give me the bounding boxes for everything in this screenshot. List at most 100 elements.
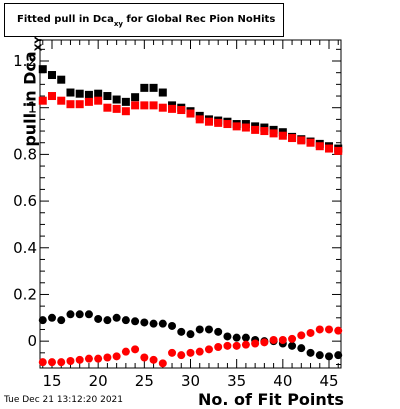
data-point-circle — [75, 355, 84, 364]
data-point-circle — [214, 327, 223, 336]
data-point-square — [177, 106, 186, 115]
x-tick-label: 20 — [89, 372, 108, 390]
chart-title-suffix: for Global Rec Pion NoHits — [122, 14, 276, 25]
data-point-circle — [75, 310, 84, 319]
data-point-square — [94, 89, 103, 98]
data-point-circle — [149, 355, 158, 364]
data-point-circle — [288, 334, 297, 343]
data-point-circle — [334, 326, 343, 335]
data-point-square — [324, 144, 333, 153]
data-point-square — [121, 97, 130, 106]
data-point-circle — [315, 351, 324, 360]
data-point-square — [334, 146, 343, 155]
y-axis-label-main: pull in Dca — [20, 51, 40, 147]
data-point-circle — [140, 353, 149, 362]
data-point-circle — [48, 358, 57, 367]
data-marks — [38, 65, 343, 368]
y-tick-label: 0.6 — [13, 192, 37, 210]
data-point-square — [112, 95, 121, 104]
chart-title-subscript: xy — [113, 20, 123, 28]
data-point-circle — [324, 325, 333, 334]
data-point-square — [251, 125, 260, 134]
data-point-circle — [204, 345, 213, 354]
data-point-circle — [269, 335, 278, 344]
data-point-circle — [131, 317, 140, 326]
data-point-circle — [158, 319, 167, 328]
data-point-square — [48, 71, 57, 80]
data-point-square — [278, 131, 287, 140]
data-point-circle — [223, 341, 232, 350]
x-tick-label: 25 — [135, 372, 154, 390]
data-point-circle — [38, 316, 47, 325]
x-tick-label: 30 — [181, 372, 200, 390]
data-point-circle — [324, 352, 333, 361]
data-point-circle — [158, 359, 167, 368]
data-point-circle — [48, 313, 57, 322]
data-point-square — [149, 101, 158, 110]
data-point-circle — [94, 314, 103, 323]
data-point-square — [84, 97, 93, 106]
data-point-circle — [315, 325, 324, 334]
data-point-circle — [140, 318, 149, 327]
data-point-circle — [103, 316, 112, 325]
data-point-circle — [177, 327, 186, 336]
data-point-circle — [149, 319, 158, 328]
data-point-square — [112, 104, 121, 113]
data-point-circle — [223, 332, 232, 341]
data-point-circle — [177, 351, 186, 360]
data-point-square — [38, 65, 47, 74]
data-point-square — [131, 101, 140, 110]
data-point-square — [66, 88, 75, 97]
data-point-square — [269, 129, 278, 138]
data-point-circle — [84, 310, 93, 319]
data-point-circle — [168, 348, 177, 357]
data-point-square — [140, 83, 149, 92]
data-point-square — [204, 117, 213, 126]
data-point-circle — [66, 356, 75, 365]
y-tick-label: 1 — [27, 99, 37, 117]
axes: 15 20 25 30 35 40 45 0 0.2 0.4 0.6 0.8 1 1.2 — [13, 39, 342, 390]
data-point-square — [48, 92, 57, 101]
y-tick-label: 0.2 — [13, 285, 37, 303]
data-point-circle — [214, 342, 223, 351]
data-point-circle — [186, 348, 195, 357]
y-tick-label: 0.8 — [13, 145, 37, 163]
data-point-circle — [186, 330, 195, 339]
data-point-circle — [38, 358, 47, 367]
data-point-square — [38, 96, 47, 105]
data-point-circle — [121, 347, 130, 356]
data-point-square — [223, 120, 232, 129]
chart-title-box: Fitted pull in Dcaxy for Global Rec Pion… — [4, 3, 284, 37]
data-point-circle — [306, 348, 315, 357]
x-tick-label: 45 — [319, 372, 338, 390]
data-point-square — [149, 83, 158, 92]
chart-title-main: Fitted pull in Dca — [17, 14, 114, 25]
data-point-square — [57, 75, 66, 84]
data-point-square — [84, 90, 93, 99]
data-point-square — [195, 115, 204, 124]
data-point-circle — [57, 358, 66, 367]
data-point-square — [75, 100, 84, 109]
plot-frame — [39, 39, 342, 369]
data-point-square — [306, 138, 315, 147]
data-point-circle — [241, 333, 250, 342]
data-point-circle — [195, 347, 204, 356]
x-tick-label: 35 — [227, 372, 246, 390]
y-axis-label-subscript: XY — [33, 36, 45, 52]
data-point-square — [158, 88, 167, 97]
y-axis-label: pull in DcaXY — [20, 32, 45, 152]
y-tick-label: 0.4 — [13, 239, 37, 257]
data-point-square — [103, 103, 112, 112]
data-point-circle — [66, 310, 75, 319]
data-point-square — [168, 104, 177, 113]
x-tick-label: 15 — [42, 372, 61, 390]
data-point-circle — [112, 352, 121, 361]
data-point-circle — [232, 333, 241, 342]
y-tick-label: 1.2 — [13, 52, 37, 70]
data-point-circle — [306, 328, 315, 337]
data-point-square — [241, 123, 250, 132]
data-point-circle — [288, 341, 297, 350]
data-point-square — [131, 93, 140, 102]
data-point-circle — [278, 335, 287, 344]
